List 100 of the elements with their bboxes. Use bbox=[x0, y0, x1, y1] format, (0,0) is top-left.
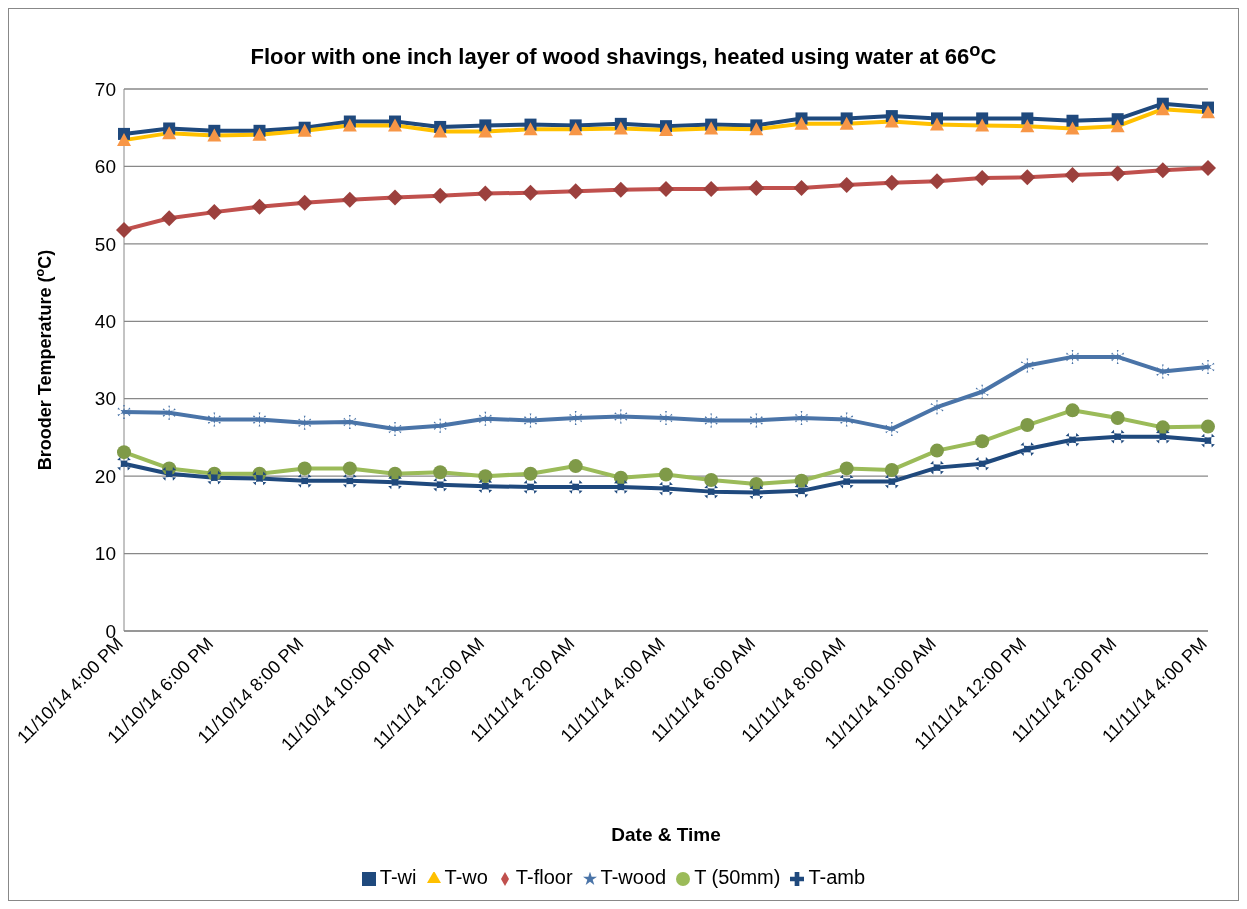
point bbox=[1019, 169, 1036, 186]
point bbox=[975, 384, 989, 399]
point bbox=[612, 181, 629, 198]
y-tick-label: 30 bbox=[94, 388, 116, 410]
point bbox=[569, 411, 583, 426]
point bbox=[207, 470, 222, 485]
point bbox=[748, 180, 765, 197]
point bbox=[885, 421, 899, 436]
point bbox=[252, 471, 267, 486]
point bbox=[1201, 359, 1215, 374]
y-tick-label: 40 bbox=[94, 311, 116, 333]
point bbox=[839, 461, 854, 476]
point bbox=[1200, 159, 1216, 176]
point bbox=[1201, 419, 1215, 434]
point bbox=[838, 177, 855, 194]
point bbox=[297, 461, 312, 476]
point bbox=[567, 183, 584, 200]
point bbox=[523, 466, 538, 481]
point bbox=[432, 187, 449, 204]
chart-title: Floor with one inch layer of wood shavings, heated using water at 66$^{o}$C bbox=[249, 38, 998, 72]
point bbox=[839, 474, 854, 489]
point bbox=[206, 204, 223, 221]
point bbox=[1020, 418, 1035, 433]
point bbox=[930, 460, 944, 475]
point bbox=[1021, 112, 1034, 125]
point bbox=[704, 473, 719, 488]
point bbox=[1065, 403, 1080, 418]
point bbox=[251, 198, 268, 215]
point bbox=[704, 484, 719, 499]
point bbox=[477, 185, 494, 202]
point bbox=[297, 473, 312, 488]
point bbox=[523, 480, 538, 494]
point bbox=[1064, 166, 1081, 183]
point bbox=[1154, 162, 1171, 179]
point bbox=[478, 469, 493, 484]
point bbox=[478, 411, 492, 426]
point bbox=[884, 474, 899, 489]
point bbox=[1020, 442, 1035, 456]
legend-label: T-wood bbox=[600, 866, 667, 888]
point bbox=[522, 184, 539, 201]
point bbox=[704, 413, 718, 428]
legend-label: T (50mm) bbox=[694, 866, 781, 888]
point bbox=[794, 473, 809, 488]
point bbox=[117, 404, 131, 419]
point bbox=[117, 445, 131, 460]
point bbox=[749, 413, 763, 428]
point bbox=[614, 409, 628, 424]
y-tick-label: 70 bbox=[94, 78, 116, 100]
point bbox=[568, 459, 583, 474]
point bbox=[388, 421, 402, 436]
point bbox=[207, 412, 221, 427]
point bbox=[659, 481, 673, 496]
point bbox=[1110, 429, 1125, 444]
point bbox=[659, 467, 673, 482]
legend-label: T-floor bbox=[515, 866, 573, 888]
y-tick-label: 20 bbox=[94, 465, 116, 487]
point bbox=[749, 485, 764, 500]
point bbox=[840, 412, 854, 427]
point bbox=[1020, 358, 1034, 373]
point bbox=[162, 466, 177, 481]
point bbox=[884, 462, 899, 477]
point bbox=[523, 413, 538, 428]
point bbox=[116, 221, 132, 238]
x-axis-title: Date & Time bbox=[611, 824, 721, 845]
point bbox=[929, 173, 945, 190]
point bbox=[883, 174, 900, 191]
point bbox=[161, 210, 178, 227]
point bbox=[1110, 411, 1125, 426]
point bbox=[1109, 165, 1126, 182]
point bbox=[703, 180, 720, 197]
y-tick-label: 50 bbox=[94, 233, 116, 255]
point bbox=[296, 194, 313, 211]
point bbox=[1156, 364, 1170, 379]
point bbox=[974, 170, 991, 187]
point bbox=[342, 473, 357, 488]
point bbox=[568, 480, 583, 494]
legend-label: T-wo bbox=[444, 866, 488, 888]
point bbox=[1065, 349, 1080, 364]
point bbox=[659, 411, 673, 426]
point bbox=[930, 400, 944, 415]
point bbox=[298, 415, 312, 430]
legend-label: T-amb bbox=[808, 866, 866, 888]
point bbox=[793, 180, 810, 197]
point bbox=[162, 405, 176, 420]
point bbox=[1065, 432, 1080, 447]
point bbox=[433, 465, 448, 480]
point bbox=[975, 456, 990, 471]
point bbox=[930, 443, 944, 458]
point bbox=[975, 434, 990, 449]
point bbox=[613, 470, 628, 485]
point bbox=[613, 480, 628, 494]
point bbox=[478, 479, 493, 494]
point bbox=[1155, 420, 1170, 435]
y-tick-label: 10 bbox=[94, 543, 116, 565]
point bbox=[387, 189, 403, 206]
point bbox=[1111, 349, 1125, 364]
point bbox=[341, 191, 358, 208]
point bbox=[252, 412, 267, 427]
point bbox=[343, 414, 357, 429]
point bbox=[794, 484, 809, 498]
